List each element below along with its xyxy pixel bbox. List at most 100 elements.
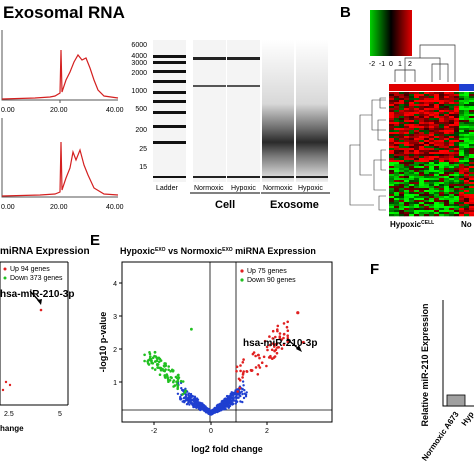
heatmap-cell [409, 96, 415, 99]
heatmap-cell [434, 198, 440, 201]
heatmap-cell [439, 154, 445, 157]
scale-tick-0: 0 [389, 61, 393, 68]
heatmap-cell [419, 102, 425, 105]
heatmap-cell [414, 154, 420, 157]
heatmap-cell [439, 118, 445, 121]
heatmap-cell [439, 130, 445, 133]
heatmap-cell [414, 196, 420, 199]
volcano-point [242, 396, 246, 400]
heatmap-cell [394, 92, 400, 95]
heatmap-cell [399, 100, 405, 103]
heatmap-cell [434, 128, 440, 131]
heatmap-cell [459, 152, 465, 155]
heatmap-cell [459, 188, 465, 191]
volcano-point [229, 394, 233, 397]
heatmap-cell [429, 108, 435, 111]
heatmap-cell [454, 178, 460, 181]
volcano-point [164, 376, 167, 379]
heatmap-cell [444, 126, 450, 129]
ladder-size-6000: 6000 [131, 42, 147, 49]
heatmap-cell [444, 172, 450, 175]
heatmap-cell [444, 130, 450, 133]
heatmap-cell [399, 168, 405, 171]
heatmap-cell [459, 110, 465, 113]
heatmap-cell [469, 186, 474, 189]
ladder-size-15: 15 [139, 164, 147, 171]
heatmap-cell [399, 174, 405, 177]
heatmap-cell [399, 140, 405, 143]
heatmap-cell [469, 168, 474, 171]
heatmap-cell [394, 98, 400, 101]
heatmap-cell [469, 146, 474, 149]
heatmap-cell [434, 162, 440, 165]
heatmap-cell [399, 128, 405, 131]
heatmap-cell [409, 172, 415, 175]
heatmap-cell [409, 162, 415, 165]
heatmap-cell [444, 146, 450, 149]
heatmap-cell [389, 136, 395, 139]
heatmap-cell [419, 124, 425, 127]
heatmap-cell [419, 126, 425, 129]
volcano-point [151, 362, 155, 365]
heatmap-cell [409, 186, 415, 189]
heatmap-cell [449, 110, 455, 113]
heatmap-cell [424, 156, 430, 159]
heatmap-cell [434, 166, 440, 169]
volcano-point [232, 393, 235, 396]
heatmap-cell [444, 114, 450, 117]
heatmap-cell [394, 96, 400, 99]
scale-tick-m2: -2 [369, 61, 375, 68]
volcano-point [182, 396, 186, 400]
heatmap-cell [409, 154, 415, 157]
heatmap-cell [399, 214, 405, 217]
heatmap-cell [399, 154, 405, 157]
heatmap-cell [424, 138, 430, 141]
heatmap-cell [464, 208, 470, 211]
heatmap-cell [424, 164, 430, 167]
heatmap-cell [399, 136, 405, 139]
heatmap-cell [444, 160, 450, 163]
volcano-point [149, 355, 152, 358]
heatmap-cell [419, 92, 425, 95]
heatmap-cell [419, 134, 425, 137]
heatmap-cell [454, 92, 460, 95]
heatmap-cell [414, 194, 420, 197]
heatmap-cell [464, 98, 470, 101]
volcano-point [153, 354, 156, 358]
heatmap-cell [414, 144, 420, 147]
heatmap-cell [454, 160, 460, 163]
volcano-point [189, 392, 193, 396]
heatmap-cell [409, 106, 415, 109]
heatmap-cell [414, 206, 420, 209]
ladder-size-500: 500 [135, 106, 147, 113]
panel-d-xlabel: hange [0, 424, 24, 433]
heatmap-cell [434, 122, 440, 125]
heatmap-cell [454, 194, 460, 197]
heatmap-cell [459, 148, 465, 151]
heatmap-cell [424, 162, 430, 165]
heatmap-cell [399, 188, 405, 191]
heatmap-cell [414, 152, 420, 155]
heatmap-cell [439, 168, 445, 171]
heatmap-cell [409, 126, 415, 129]
volcano-point [210, 409, 214, 413]
heatmap-cell [444, 196, 450, 199]
heatmap-cell [409, 118, 415, 121]
heatmap-cell [404, 212, 410, 215]
volcano-point [245, 391, 248, 394]
volcano-point [148, 352, 152, 356]
heatmap-cell [389, 148, 395, 151]
heatmap-cell [424, 192, 430, 195]
heatmap-cell [414, 160, 420, 163]
heatmap-cell [409, 148, 415, 151]
heatmap-cell [459, 160, 465, 163]
volcano-point [173, 384, 177, 387]
heatmap-cell [429, 132, 435, 135]
heatmap-cell [419, 160, 425, 163]
heatmap-cell [444, 94, 450, 97]
heatmap-cell [404, 110, 410, 113]
heatmap-cell [409, 214, 415, 217]
heatmap-cell [394, 180, 400, 183]
heatmap-cell [389, 142, 395, 145]
